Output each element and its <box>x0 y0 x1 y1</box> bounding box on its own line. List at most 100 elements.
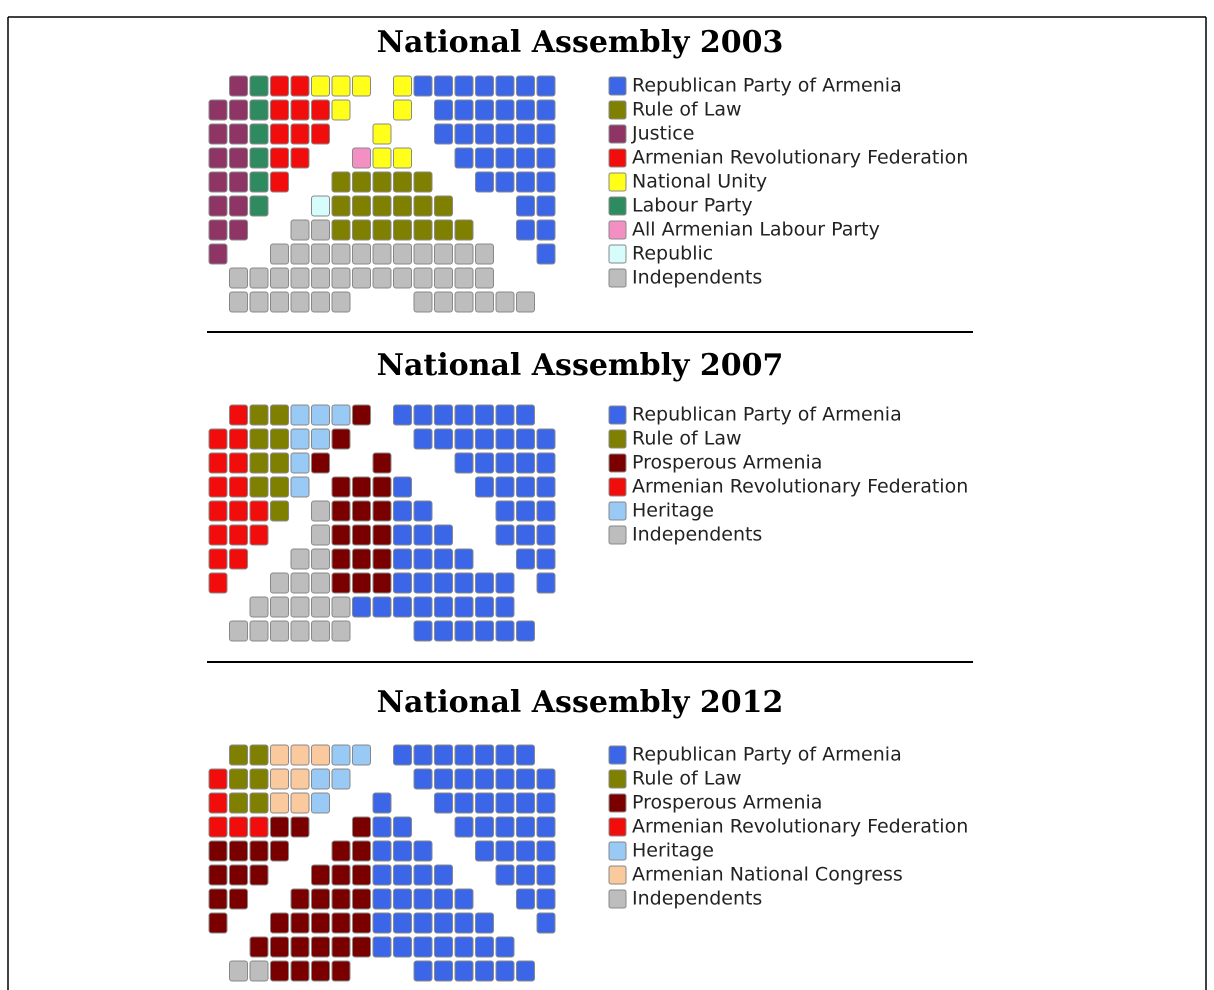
seat <box>352 171 371 193</box>
seat <box>413 888 433 910</box>
seat <box>516 99 535 121</box>
legend-label: Armenian National Congress <box>632 864 903 886</box>
seat <box>229 75 248 97</box>
seat <box>331 75 351 97</box>
seat <box>495 840 515 862</box>
seat <box>229 840 248 862</box>
seat <box>475 960 494 982</box>
seat <box>413 768 433 790</box>
seat <box>270 620 289 642</box>
seat <box>331 219 351 241</box>
legend-swatch <box>608 817 627 837</box>
seat <box>516 864 535 886</box>
seat <box>352 912 371 934</box>
seat <box>331 99 351 121</box>
seat <box>331 864 351 886</box>
seat <box>331 404 351 426</box>
seat <box>270 147 289 169</box>
seat <box>536 171 556 193</box>
seat <box>352 476 371 498</box>
seat <box>516 768 535 790</box>
seat <box>311 596 330 618</box>
seat <box>270 75 289 97</box>
legend-label: Heritage <box>632 840 714 862</box>
seat <box>270 404 289 426</box>
seat <box>331 291 351 313</box>
seat <box>516 404 535 426</box>
seat <box>413 596 433 618</box>
seat <box>249 452 269 474</box>
seat <box>208 548 228 570</box>
seat <box>434 195 453 217</box>
seat <box>475 75 494 97</box>
seat <box>311 75 330 97</box>
seat <box>434 243 453 265</box>
seat <box>475 123 494 145</box>
panel-title: National Assembly 2012 <box>377 685 784 720</box>
seat <box>352 840 371 862</box>
seat <box>475 476 494 498</box>
legend-label: Heritage <box>632 500 714 522</box>
seat <box>290 620 310 642</box>
seat <box>311 912 330 934</box>
legend-label: Prosperous Armenia <box>632 452 822 474</box>
seat <box>516 195 535 217</box>
seat <box>516 744 535 766</box>
legend-label: Rule of Law <box>632 768 742 790</box>
seat <box>290 744 310 766</box>
seat <box>311 500 330 522</box>
seat <box>352 219 371 241</box>
seat <box>331 428 351 450</box>
seat <box>475 792 494 814</box>
seat <box>454 792 474 814</box>
legend-label: Republican Party of Armenia <box>632 75 902 97</box>
seat <box>208 912 228 934</box>
seat <box>352 524 371 546</box>
seat <box>290 936 310 958</box>
seat <box>434 524 453 546</box>
legend-label: Independents <box>632 267 762 289</box>
seat <box>229 620 248 642</box>
seat <box>454 243 474 265</box>
seat <box>434 864 453 886</box>
seat <box>495 99 515 121</box>
seat <box>413 548 433 570</box>
seat <box>352 500 371 522</box>
seat <box>536 840 556 862</box>
seat <box>434 99 453 121</box>
legend-swatch <box>608 453 627 473</box>
seat <box>290 816 310 838</box>
legend-label: Armenian Revolutionary Federation <box>632 816 968 838</box>
seat <box>372 864 392 886</box>
seat <box>434 572 453 594</box>
seat <box>352 147 371 169</box>
seat <box>270 912 289 934</box>
legend-swatch <box>608 525 627 545</box>
seat <box>495 768 515 790</box>
seat <box>352 243 371 265</box>
seat <box>290 75 310 97</box>
seat <box>516 816 535 838</box>
seat <box>229 171 248 193</box>
seat <box>331 572 351 594</box>
seat <box>516 476 535 498</box>
seat <box>413 840 433 862</box>
seat <box>495 524 515 546</box>
seat <box>249 840 269 862</box>
legend-swatch <box>608 793 627 813</box>
seat <box>536 75 556 97</box>
seat <box>229 195 248 217</box>
seat <box>290 888 310 910</box>
seat <box>352 404 371 426</box>
seat <box>270 428 289 450</box>
seat <box>331 243 351 265</box>
seat <box>536 99 556 121</box>
seat <box>516 219 535 241</box>
seat <box>311 99 330 121</box>
seat <box>536 195 556 217</box>
seat <box>372 572 392 594</box>
seat <box>475 99 494 121</box>
seat <box>290 548 310 570</box>
seat <box>475 840 494 862</box>
legend-label: Independents <box>632 524 762 546</box>
